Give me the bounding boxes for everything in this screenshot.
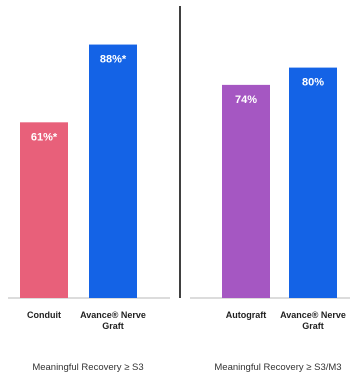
- category-tick-label: Avance® Nerve: [280, 310, 346, 320]
- bar-value-label: 80%: [302, 77, 324, 89]
- bar-g1-b0: [222, 84, 270, 298]
- bar-value-label: 61%*: [31, 131, 58, 143]
- category-tick-label: Autograft: [226, 310, 267, 320]
- bar-value-label: 74%: [235, 94, 257, 106]
- bar-g0-b0: [20, 122, 68, 298]
- bar-g0-b1: [89, 44, 137, 299]
- category-tick-label: Graft: [302, 321, 324, 331]
- bar-g1-b1: [289, 67, 337, 298]
- category-tick-label: Conduit: [27, 310, 61, 320]
- category-tick-label: Avance® Nerve: [80, 310, 146, 320]
- category-tick-label: Graft: [102, 321, 124, 331]
- group-label: Meaningful Recovery ≥ S3: [32, 362, 143, 373]
- bar-value-label: 88%*: [100, 54, 127, 66]
- group-label: Meaningful Recovery ≥ S3/M3: [214, 362, 341, 373]
